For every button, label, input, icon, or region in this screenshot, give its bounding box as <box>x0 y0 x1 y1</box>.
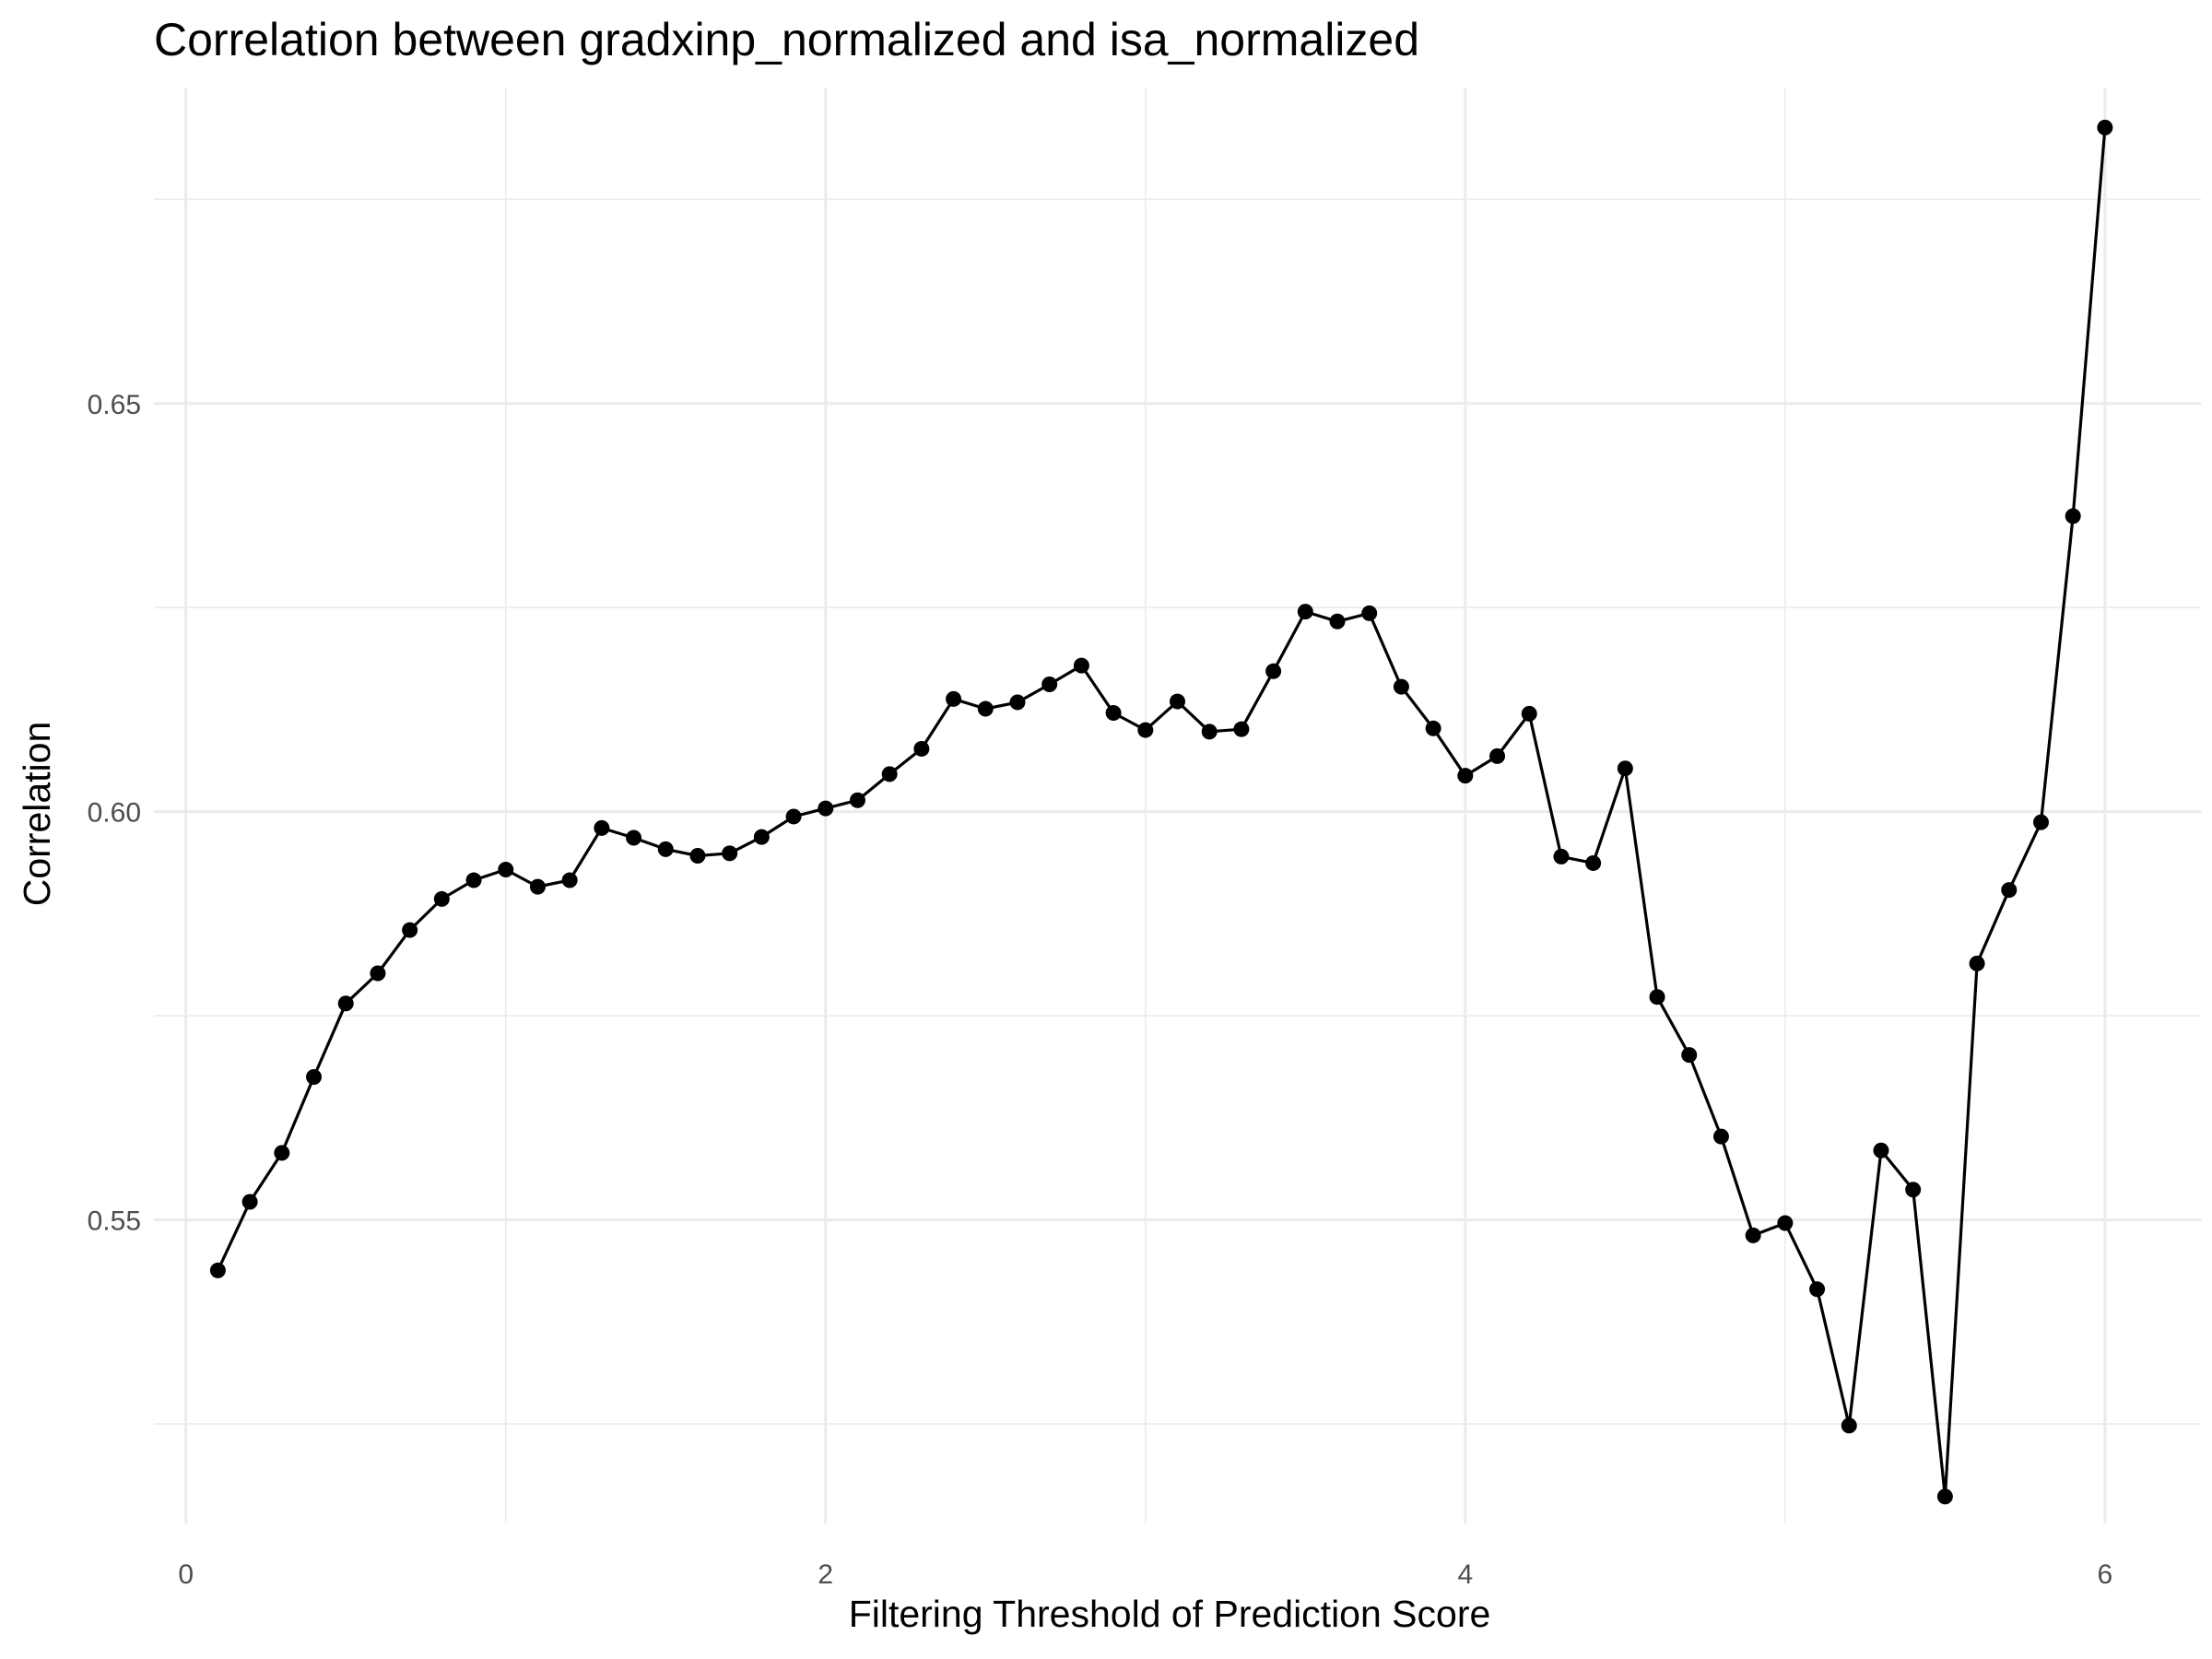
data-point <box>1393 678 1409 695</box>
data-point <box>370 965 386 982</box>
data-point <box>818 800 834 817</box>
y-tick-label: 0.55 <box>88 1206 141 1237</box>
data-point <box>1841 1418 1857 1434</box>
data-point <box>1936 1488 1953 1505</box>
data-point <box>689 847 706 864</box>
data-point <box>1521 705 1537 722</box>
y-tick-label: 0.65 <box>88 390 141 420</box>
data-point <box>2065 508 2081 524</box>
data-point <box>1585 854 1602 871</box>
data-point <box>1809 1281 1826 1298</box>
data-point <box>1009 694 1026 711</box>
data-point <box>337 995 354 1012</box>
data-point <box>402 922 418 938</box>
data-point <box>1873 1142 1889 1159</box>
x-tick-label: 0 <box>178 1559 194 1590</box>
minor-gridlines <box>154 88 2201 1524</box>
data-point <box>2032 814 2049 830</box>
data-point <box>1201 724 1218 740</box>
data-point <box>241 1194 258 1210</box>
y-axis-label: Correlation <box>16 722 58 907</box>
correlation-series-points <box>209 119 2113 1505</box>
data-point <box>657 841 674 857</box>
data-point <box>881 766 898 782</box>
data-point <box>1681 1047 1698 1064</box>
x-axis-tick-labels: 0 2 4 6 <box>178 1559 2112 1590</box>
data-point <box>1265 663 1282 679</box>
x-tick-label: 6 <box>2098 1559 2113 1590</box>
data-point <box>2097 119 2113 135</box>
data-point <box>1489 747 1506 764</box>
data-point <box>306 1069 323 1086</box>
data-point <box>433 890 450 907</box>
data-point <box>1777 1215 1794 1231</box>
x-tick-label: 4 <box>1457 1559 1473 1590</box>
x-tick-label: 2 <box>818 1559 833 1590</box>
data-point <box>209 1262 226 1278</box>
data-point <box>529 878 546 895</box>
data-point <box>626 830 642 846</box>
data-point <box>1712 1128 1729 1145</box>
data-point <box>1137 722 1154 738</box>
data-point <box>594 819 610 836</box>
data-point <box>1457 768 1474 784</box>
data-point <box>1233 721 1250 737</box>
y-axis-tick-labels: 0.55 0.60 0.65 <box>88 390 141 1237</box>
data-point <box>785 808 802 825</box>
data-point <box>1170 693 1185 710</box>
x-axis-label: Filtering Threshold of Prediction Score <box>849 1593 1491 1635</box>
major-gridlines <box>154 88 2201 1524</box>
data-point <box>722 845 738 862</box>
data-point <box>977 700 994 717</box>
data-point <box>1969 955 1985 971</box>
data-point <box>1105 704 1122 721</box>
data-point <box>274 1145 290 1161</box>
data-point <box>1041 676 1058 692</box>
data-point <box>2001 882 2018 899</box>
data-point <box>561 872 578 888</box>
data-point <box>913 740 930 757</box>
data-point <box>1905 1182 1922 1198</box>
data-point <box>849 792 865 808</box>
data-point <box>1745 1227 1761 1243</box>
data-point <box>1361 605 1378 621</box>
data-point <box>1073 657 1089 674</box>
data-point <box>1617 760 1633 777</box>
chart-title: Correlation between gradxinp_normalized … <box>154 14 1419 65</box>
data-point <box>1425 720 1441 736</box>
data-point <box>1297 604 1313 620</box>
data-point <box>1649 989 1665 1006</box>
data-point <box>946 690 962 707</box>
data-point <box>753 829 770 845</box>
data-point <box>498 862 514 878</box>
data-point <box>1553 848 1570 865</box>
data-point <box>1329 613 1346 629</box>
y-tick-label: 0.60 <box>88 798 141 829</box>
data-point <box>465 872 482 888</box>
